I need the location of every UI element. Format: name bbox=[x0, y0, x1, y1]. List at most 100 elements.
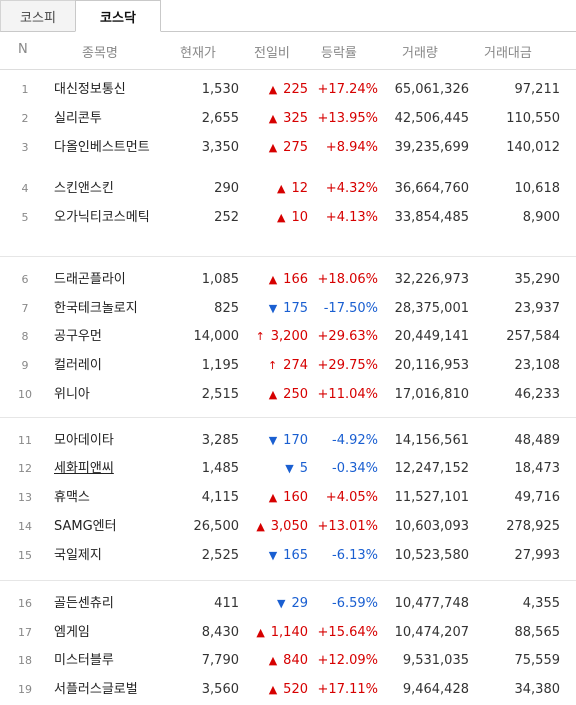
table-row[interactable]: 7 한국테크놀로지 825 ▼ 175 -17.50% 28,375,001 23,937 bbox=[0, 295, 576, 323]
change-value: 165 bbox=[283, 548, 308, 563]
table-row[interactable]: 4 스킨앤스킨 290 ▲ 12 +4.32% 36,664,760 10,618 bbox=[0, 175, 576, 203]
stock-name-link[interactable]: 세화피앤씨 bbox=[54, 461, 114, 476]
stock-name-link[interactable]: 미스터블루 bbox=[54, 653, 114, 668]
stock-name-link[interactable]: 골든센츄리 bbox=[54, 596, 114, 611]
table-row[interactable]: 1 대신정보통신 1,530 ▲ 225 +17.24% 65,061,326 97,211 bbox=[0, 76, 576, 104]
table-row[interactable]: 5 오가닉티코스메틱 252 ▲ 10 +4.13% 33,854,485 8,900 bbox=[0, 204, 576, 232]
table-row[interactable]: 10 위니아 2,515 ▲ 250 +11.04% 17,016,810 46,233 bbox=[0, 381, 576, 409]
rank: 2 bbox=[21, 112, 29, 125]
table-row[interactable]: 15 국일제지 2,525 ▼ 165 -6.13% 10,523,580 27,993 bbox=[0, 542, 576, 570]
change-value: 520 bbox=[283, 682, 308, 697]
stock-name-link[interactable]: 엠게임 bbox=[54, 625, 90, 640]
up-arrow-icon: ▲ bbox=[276, 182, 286, 195]
rank: 13 bbox=[18, 491, 32, 504]
current-price: 290 bbox=[214, 181, 239, 196]
change-rate: +4.32% bbox=[325, 181, 378, 196]
table-row[interactable]: 9 컬러레이 1,195 ↑ 274 +29.75% 20,116,953 23,108 bbox=[0, 352, 576, 380]
table-row[interactable]: 16 골든센츄리 411 ▼ 29 -6.59% 10,477,748 4,355 bbox=[0, 590, 576, 618]
change-value: 10 bbox=[291, 210, 308, 225]
current-price: 2,515 bbox=[201, 387, 239, 402]
table-row[interactable]: 3 다올인베스트먼트 3,350 ▲ 275 +8.94% 39,235,699 140,01… bbox=[0, 134, 576, 162]
change-rate: -0.34% bbox=[332, 461, 378, 476]
change-value: 3,200 bbox=[270, 329, 308, 344]
current-price: 3,285 bbox=[201, 433, 239, 448]
tab-kospi[interactable]: 코스피 bbox=[0, 0, 76, 32]
stock-name-link[interactable]: 컬러레이 bbox=[54, 358, 102, 373]
volume: 32,226,973 bbox=[394, 272, 469, 287]
rank: 10 bbox=[18, 388, 32, 401]
trade-amount: 8,900 bbox=[522, 210, 560, 225]
stock-name-link[interactable]: 공구우먼 bbox=[54, 329, 102, 344]
col-name: 종목명 bbox=[82, 46, 118, 61]
table-row[interactable]: 8 공구우먼 14,000 ↑ 3,200 +29.63% 20,449,141 257,58… bbox=[0, 323, 576, 351]
rank: 18 bbox=[18, 654, 32, 667]
volume: 36,664,760 bbox=[394, 181, 469, 196]
rank: 7 bbox=[21, 302, 29, 315]
table-row[interactable]: 2 실리콘투 2,655 ▲ 325 +13.95% 42,506,445 110,550 bbox=[0, 105, 576, 133]
table-row[interactable]: 6 드래곤플라이 1,085 ▲ 166 +18.06% 32,226,973 35,290 bbox=[0, 266, 576, 294]
stock-name-link[interactable]: 위니아 bbox=[54, 387, 90, 402]
current-price: 4,115 bbox=[201, 490, 239, 505]
col-rate: 등락률 bbox=[321, 46, 357, 61]
current-price: 3,350 bbox=[201, 140, 239, 155]
table-row[interactable]: 19 서플러스글로벌 3,560 ▲ 520 +17.11% 9,464,428 34,380 bbox=[0, 676, 576, 704]
change-rate: +29.75% bbox=[317, 358, 378, 373]
trade-amount: 49,716 bbox=[514, 490, 561, 505]
change-rate: +17.11% bbox=[317, 682, 378, 697]
stock-name-link[interactable]: 스킨앤스킨 bbox=[54, 181, 114, 196]
stock-name-link[interactable]: 실리콘투 bbox=[54, 111, 102, 126]
change-rate: +18.06% bbox=[317, 272, 378, 287]
stock-name-link[interactable]: 드래곤플라이 bbox=[54, 272, 126, 287]
change-rate: +11.04% bbox=[317, 387, 378, 402]
current-price: 7,790 bbox=[201, 653, 239, 668]
current-price: 411 bbox=[214, 596, 239, 611]
volume: 11,527,101 bbox=[394, 490, 469, 505]
change-value: 274 bbox=[283, 358, 308, 373]
stock-name-link[interactable]: SAMG엔터 bbox=[54, 519, 117, 534]
stock-name-link[interactable]: 국일제지 bbox=[54, 548, 102, 563]
table-row[interactable]: 13 휴맥스 4,115 ▲ 160 +4.05% 11,527,101 49,716 bbox=[0, 484, 576, 512]
table-row[interactable]: 17 엠게임 8,430 ▲ 1,140 +15.64% 10,474,207 88,565 bbox=[0, 619, 576, 647]
current-price: 26,500 bbox=[193, 519, 240, 534]
table-row[interactable]: 12 세화피앤씨 1,485 ▼ 5 -0.34% 12,247,152 18,473 bbox=[0, 455, 576, 483]
change-rate: +4.13% bbox=[325, 210, 378, 225]
rank: 9 bbox=[21, 359, 29, 372]
change-rate: -6.59% bbox=[332, 596, 378, 611]
stock-name-link[interactable]: 오가닉티코스메틱 bbox=[54, 210, 150, 225]
trade-amount: 35,290 bbox=[514, 272, 561, 287]
down-arrow-icon: ▼ bbox=[276, 597, 286, 610]
volume: 20,449,141 bbox=[394, 329, 469, 344]
rank: 11 bbox=[18, 434, 32, 447]
change-rate: +12.09% bbox=[317, 653, 378, 668]
volume: 14,156,561 bbox=[394, 433, 469, 448]
rank: 14 bbox=[18, 520, 32, 533]
current-price: 1,085 bbox=[201, 272, 239, 287]
stock-name-link[interactable]: 서플러스글로벌 bbox=[54, 682, 138, 697]
stock-name-link[interactable]: 모아데이타 bbox=[54, 433, 114, 448]
change-rate: -17.50% bbox=[323, 301, 378, 316]
volume: 42,506,445 bbox=[394, 111, 469, 126]
stock-name-link[interactable]: 한국테크놀로지 bbox=[54, 301, 138, 316]
table-row[interactable]: 14 SAMG엔터 26,500 ▲ 3,050 +13.01% 10,603,093 278… bbox=[0, 513, 576, 541]
change-value: 275 bbox=[283, 140, 308, 155]
table-row[interactable]: 18 미스터블루 7,790 ▲ 840 +12.09% 9,531,035 75,559 bbox=[0, 647, 576, 675]
col-amount: 거래대금 bbox=[484, 46, 532, 61]
tab-kosdaq[interactable]: 코스닥 bbox=[75, 0, 161, 32]
change-rate: -6.13% bbox=[332, 548, 378, 563]
stock-name-link[interactable]: 휴맥스 bbox=[54, 490, 90, 505]
current-price: 2,525 bbox=[201, 548, 239, 563]
trade-amount: 18,473 bbox=[514, 461, 561, 476]
table-row[interactable]: 11 모아데이타 3,285 ▼ 170 -4.92% 14,156,561 48,489 bbox=[0, 427, 576, 455]
change-value: 166 bbox=[283, 272, 308, 287]
up-arrow-icon: ▲ bbox=[268, 683, 278, 696]
stock-name-link[interactable]: 다올인베스트먼트 bbox=[54, 140, 150, 155]
current-price: 825 bbox=[214, 301, 239, 316]
trade-amount: 46,233 bbox=[514, 387, 561, 402]
col-n: N bbox=[18, 42, 28, 57]
group-divider bbox=[0, 417, 576, 418]
upper-limit-arrow-icon: ↑ bbox=[267, 359, 278, 372]
rank: 19 bbox=[18, 683, 32, 696]
stock-name-link[interactable]: 대신정보통신 bbox=[54, 82, 126, 97]
down-arrow-icon: ▼ bbox=[268, 549, 278, 562]
table-header: N 종목명 현재가 전일비 등락률 거래량 거래대금 bbox=[0, 32, 576, 70]
